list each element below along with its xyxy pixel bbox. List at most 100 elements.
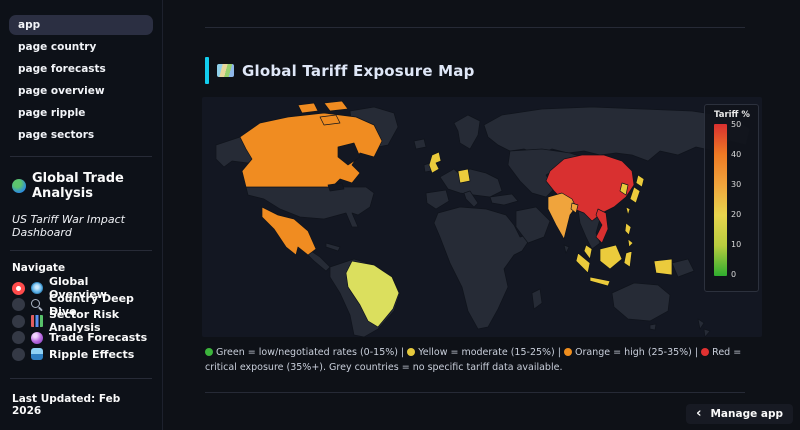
brand: Global Trade Analysis <box>12 171 150 201</box>
radio-unselected[interactable] <box>12 347 25 361</box>
country-canada[interactable] <box>239 112 383 188</box>
divider <box>10 250 152 251</box>
magnifying-glass-icon <box>31 298 43 311</box>
radio-label: Ripple Effects <box>49 347 135 361</box>
page-link-label: page overview <box>18 85 105 97</box>
colorbar-ticks: 0 10 20 30 40 50 <box>731 120 751 279</box>
country-iceland <box>413 138 427 150</box>
globe-showing-continents-icon <box>12 179 26 193</box>
map-legend-caption: Green = low/negotiated rates (0-15%) | Y… <box>205 346 753 375</box>
radio-unselected[interactable] <box>12 331 25 345</box>
colorbar-tick: 20 <box>731 210 742 219</box>
iberia <box>425 189 450 210</box>
country-uk[interactable] <box>428 151 442 174</box>
country-vietnam[interactable] <box>595 208 609 244</box>
brand-title: Global Trade Analysis <box>32 171 124 201</box>
colorbar-tick: 10 <box>731 240 742 249</box>
colorbar-legend: Tariff % 0 10 20 30 40 50 <box>704 104 759 292</box>
green-circle-icon <box>205 348 213 356</box>
yellow-circle-icon <box>407 348 416 356</box>
madagascar <box>531 288 543 310</box>
hudson-bay <box>337 142 361 166</box>
divider <box>205 392 745 394</box>
navigate-label: Navigate <box>12 262 66 274</box>
main-content: Global Tariff Exposure Map <box>164 0 800 430</box>
crystal-ball-icon <box>31 331 43 344</box>
colorbar: 0 10 20 30 40 50 <box>714 120 758 279</box>
caption-text: Orange = high (25-35%) | <box>575 347 702 358</box>
orange-circle-icon <box>564 348 573 356</box>
page-link-label: page ripple <box>18 107 86 119</box>
colorbar-tick: 50 <box>731 120 742 129</box>
page-link-label: page country <box>18 41 97 53</box>
africa <box>433 206 535 330</box>
country-indonesia[interactable] <box>575 244 673 287</box>
radio-selected[interactable] <box>12 281 25 295</box>
scandinavia <box>453 114 481 150</box>
world-map-svg <box>215 100 751 337</box>
radio-label: Country Deep Dive <box>49 291 134 318</box>
radio-country-deep-dive[interactable]: Country Deep Dive <box>12 292 150 318</box>
radio-unselected[interactable] <box>12 314 25 328</box>
radio-global-overview[interactable]: Global Overview <box>12 275 150 301</box>
colorbar-title: Tariff % <box>714 110 750 120</box>
country-australia <box>611 282 671 322</box>
colorbar-tick: 30 <box>731 180 742 189</box>
sri-lanka <box>563 244 570 254</box>
caribbean <box>325 242 341 252</box>
page-link-label: app <box>18 19 41 31</box>
country-japan[interactable] <box>629 174 645 204</box>
country-mexico[interactable] <box>261 206 317 256</box>
europe-mainland <box>439 168 503 198</box>
arabia <box>515 206 551 244</box>
radio-sector-risk-analysis[interactable]: Sector Risk Analysis <box>12 308 150 334</box>
globe-with-meridians-icon <box>31 282 43 295</box>
red-circle-icon <box>701 348 710 356</box>
colorbar-tick: 40 <box>731 150 742 159</box>
last-updated-text: Last Updated: Feb 2026 <box>12 392 121 417</box>
great-lakes <box>327 182 345 192</box>
sidebar-item-app[interactable]: app <box>9 15 153 35</box>
country-malaysia[interactable] <box>583 244 593 260</box>
sidebar: app page country page forecasts page ove… <box>0 0 163 430</box>
country-usa <box>245 186 375 228</box>
sidebar-item-page-sectors[interactable]: page sectors <box>9 125 153 145</box>
country-turkey <box>489 193 519 206</box>
italy <box>463 190 479 208</box>
radio-trade-forecasts[interactable]: Trade Forecasts <box>12 330 150 347</box>
sidebar-item-page-country[interactable]: page country <box>9 37 153 57</box>
country-taiwan[interactable] <box>625 206 631 216</box>
sidebar-item-page-ripple[interactable]: page ripple <box>9 103 153 123</box>
tasmania <box>649 323 657 331</box>
papua-new-guinea <box>671 258 695 278</box>
data-sources-label: Data Sources: <box>12 429 150 430</box>
country-canada-arctic-islands[interactable] <box>297 100 349 126</box>
chevron-left-icon: ‹ <box>696 406 702 421</box>
country-india[interactable] <box>547 192 577 240</box>
country-philippines[interactable] <box>624 222 634 248</box>
page-title: Global Tariff Exposure Map <box>242 61 475 80</box>
sidebar-item-page-overview[interactable]: page overview <box>9 81 153 101</box>
colorbar-tick: 0 <box>731 270 737 279</box>
radio-label: Trade Forecasts <box>49 331 148 345</box>
radio-unselected[interactable] <box>12 298 25 312</box>
divider <box>10 156 152 157</box>
country-bangladesh[interactable] <box>570 202 579 214</box>
divider <box>10 377 152 379</box>
navigate-radio-group: Global Overview Country Deep Dive Sector… <box>12 275 150 363</box>
choropleth-map: Tariff % 0 10 20 30 40 50 <box>202 97 762 337</box>
sidebar-item-page-forecasts[interactable]: page forecasts <box>9 59 153 79</box>
radio-ripple-effects[interactable]: Ripple Effects <box>12 346 150 363</box>
bar-chart-icon <box>31 315 43 328</box>
manage-app-button[interactable]: ‹ Manage app <box>686 404 793 424</box>
manage-app-label: Manage app <box>710 408 783 420</box>
country-germany[interactable] <box>457 168 471 184</box>
page-nav: app page country page forecasts page ove… <box>9 15 153 145</box>
colorbar-gradient <box>714 124 727 276</box>
divider <box>205 27 745 28</box>
world-map-icon <box>217 64 234 77</box>
radio-label: Sector Risk Analysis <box>49 308 120 335</box>
country-south-korea[interactable] <box>619 182 629 196</box>
country-brazil[interactable] <box>345 260 400 328</box>
